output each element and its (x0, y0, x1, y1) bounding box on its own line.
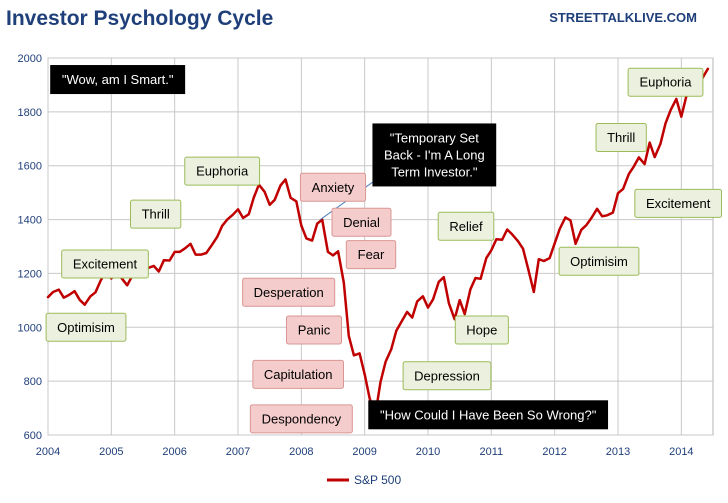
annotation-10: Despondency (249, 404, 353, 434)
annotation-4: Anxiety (299, 172, 367, 202)
annotation-text-12: Hope (466, 322, 497, 337)
annotation-box-7 (242, 277, 336, 307)
series-line-sp500 (46, 67, 710, 416)
y-tick-1600: 1600 (18, 161, 42, 173)
annotation-text-14: Optimisim (570, 254, 628, 269)
x-tick-2006: 2006 (162, 446, 186, 458)
annotation-box-14 (558, 246, 640, 276)
x-tick-2005: 2005 (99, 446, 123, 458)
annotation-text-19: "Temporary Set Back - I'm A Long Term Inve… (384, 130, 485, 179)
x-tick-2014: 2014 (669, 446, 693, 458)
annotation-box-16 (595, 122, 647, 152)
annotation-box-2 (130, 199, 182, 229)
annotation-box-8 (285, 315, 343, 345)
x-axis: 2004 2005 2006 2007 2008 2009 2010 2011 2012 2013… (36, 446, 694, 458)
annotation-text-13: Relief (449, 219, 483, 234)
annotation-17: Euphoria (627, 67, 704, 97)
annotation-15: Excitement (634, 188, 723, 218)
x-tick-2011: 2011 (480, 446, 504, 458)
y-tick-1800: 1800 (18, 107, 42, 119)
annotation-12: Hope (454, 315, 509, 345)
annotation-text-4: Anxiety (312, 180, 355, 195)
annotation-text-0: Optimisim (57, 320, 115, 335)
annotation-box-3 (184, 156, 261, 186)
annotation-text-6: Fear (358, 247, 385, 262)
annotation-9: Capitulation (252, 359, 344, 389)
annotation-2: Thrill (130, 199, 182, 229)
annotation-13: Relief (437, 211, 495, 241)
annotation-0: Optimisim (45, 312, 127, 342)
annotation-20: "How Could I Have Been So Wrong?" (368, 400, 609, 430)
x-tick-2004: 2004 (36, 446, 60, 458)
annotation-3: Euphoria (184, 156, 261, 186)
annotation-text-15: Excitement (646, 196, 711, 211)
annotation-text-16: Thrill (607, 130, 635, 145)
annotations-layer: Optimisim Excitement Thrill Euphoria Anxiety… (45, 65, 723, 434)
annotation-text-10: Despondency (262, 411, 342, 426)
annotation-1: Excitement (61, 249, 149, 279)
annotation-box-10 (249, 404, 353, 434)
annotation-box-6 (345, 240, 397, 270)
chart-title: Investor Psychology Cycle (6, 7, 273, 30)
annotation-box-9 (252, 359, 344, 389)
annotation-5: Denial (331, 207, 392, 237)
annotation-text-18: "Wow, am I Smart." (62, 72, 174, 87)
annotation-box-13 (437, 211, 495, 241)
annotation-box-17 (627, 67, 704, 97)
annotation-text-1: Excitement (73, 257, 138, 272)
source-label: STREETTALKLIVE.COM (549, 10, 697, 25)
series-layer (46, 67, 710, 416)
annotation-box-15 (634, 188, 723, 218)
y-tick-800: 800 (24, 376, 42, 388)
y-tick-1400: 1400 (18, 215, 42, 227)
annotation-box-19 (372, 123, 497, 187)
legend-label-sp500: S&P 500 (354, 473, 401, 487)
annotation-text-11: Depression (414, 368, 480, 383)
x-tick-2007: 2007 (226, 446, 250, 458)
annotation-7: Desperation (242, 277, 336, 307)
annotation-text-3: Euphoria (196, 164, 249, 179)
y-tick-600: 600 (24, 430, 42, 442)
annotation-6: Fear (345, 240, 397, 270)
annotation-box-4 (299, 172, 367, 202)
x-tick-2013: 2013 (606, 446, 630, 458)
annotation-18: "Wow, am I Smart." (50, 65, 186, 95)
annotation-16: Thrill (595, 122, 647, 152)
annotation-text-5: Denial (343, 215, 380, 230)
annotation-box-1 (61, 249, 149, 279)
annotation-text-8: Panic (298, 322, 331, 337)
annotation-8: Panic (285, 315, 343, 345)
x-tick-2012: 2012 (542, 446, 566, 458)
annotation-box-12 (454, 315, 509, 345)
annotation-19: "Temporary Set Back - I'm A Long Term Inve… (372, 123, 497, 187)
annotation-box-18 (50, 65, 186, 95)
annotation-text-17: Euphoria (639, 75, 692, 90)
annotation-text-9: Capitulation (264, 367, 333, 382)
annotation-text-2: Thrill (142, 207, 170, 222)
annotation-text-20: "How Could I Have Been So Wrong?" (380, 407, 597, 422)
y-tick-1200: 1200 (18, 268, 42, 280)
annotation-box-0 (45, 312, 127, 342)
legend: S&P 500 (327, 473, 401, 487)
annotation-14: Optimisim (558, 246, 640, 276)
annotation-11: Depression (402, 361, 492, 391)
annotation-box-5 (331, 207, 392, 237)
x-tick-2010: 2010 (416, 446, 440, 458)
x-tick-2009: 2009 (352, 446, 376, 458)
y-tick-1000: 1000 (18, 322, 42, 334)
y-axis: 600 800 1000 1200 1400 1600 1800 2000 (18, 53, 42, 442)
grid-lines (47, 57, 713, 436)
annotation-text-7: Desperation (254, 285, 324, 300)
x-tick-2008: 2008 (289, 446, 313, 458)
annotation-box-20 (368, 400, 609, 430)
annotation-box-11 (402, 361, 492, 391)
y-tick-2000: 2000 (18, 53, 42, 65)
